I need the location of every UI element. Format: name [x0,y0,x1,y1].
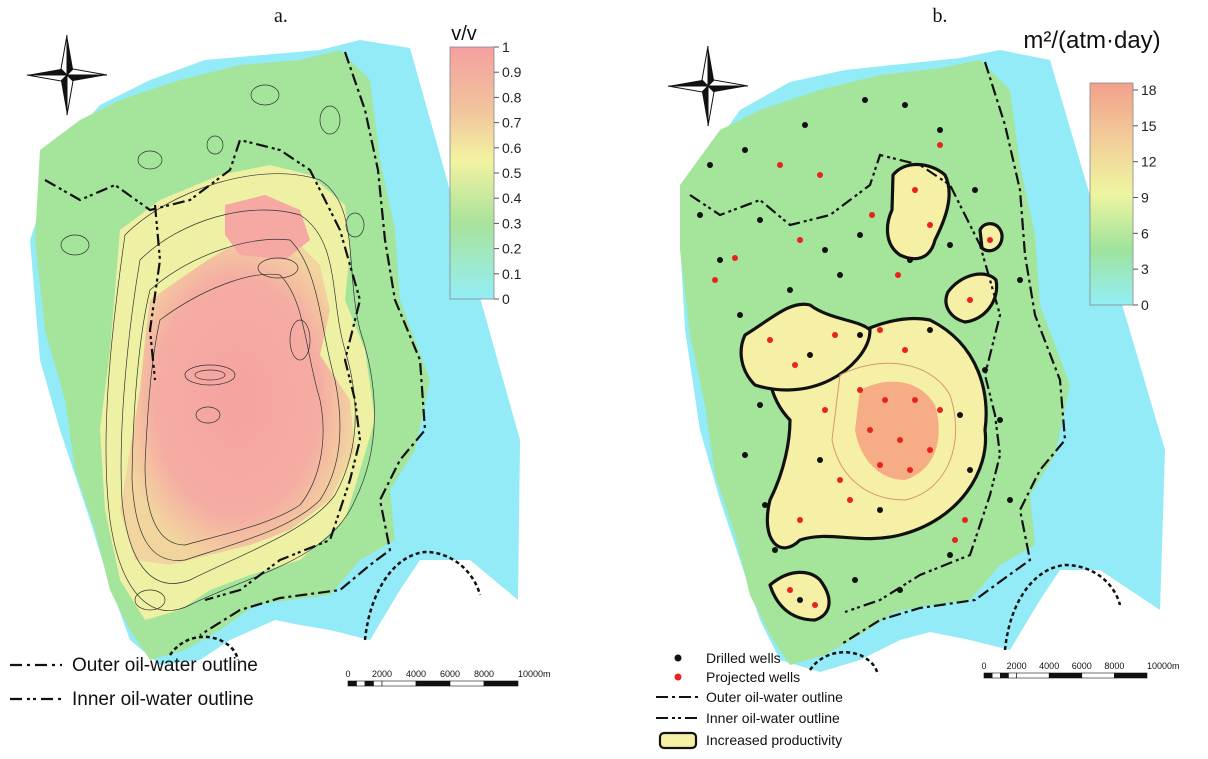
colorbar-a-tick-label: 0.4 [502,190,522,206]
inner-outline-a-west [148,204,162,381]
colorbar-b-tick-label: 0 [1141,297,1149,313]
legend-a-inner: Inner oil-water outline [10,689,254,710]
scale-bar-b-label: 6000 [1072,661,1092,671]
colorbar-b-tick-label: 9 [1141,190,1149,206]
scale-bar-a-label: 8000 [474,669,494,679]
legend-a: Outer oil-water outline Inner oil-water … [10,655,258,710]
projected-well-marker [674,673,682,681]
scale-bar-b: 0 2000 4000 6000 8000 10000m [981,661,1180,679]
colorbar-a: v/v 1 0.9 0.8 0.7 0.6 0.5 0.4 0.3 0.2 0.1 0 [449,23,522,307]
panel-b-label: b. [933,5,948,27]
colorbar-a-tick-label: 0.2 [502,241,522,257]
legend-b-inner-label: Inner oil-water outline [706,710,840,726]
drilled-wells [697,97,1023,603]
legend-b-projected-label: Projected wells [706,669,800,685]
scale-bar-a: 0 2000 4000 6000 8000 10000m [345,669,551,687]
scale-bar-a-segment [373,680,383,687]
high-productivity-core [855,381,939,480]
colorbar-a-tick-label: 1 [502,39,510,55]
scale-bar-a-label: 2000 [372,669,392,679]
colorbar-a-tick-label: 0.8 [502,89,522,105]
scale-bar-a-segment [364,680,374,687]
colorbar-a-tick-label: 0.3 [502,215,522,231]
scale-bar-a-segment [449,680,485,687]
high-productivity-ring [831,362,957,501]
colorbar-a-tick-label: 0.1 [502,266,522,282]
scale-bar-b-label: 0 [981,661,986,671]
scale-bar-b-segment [983,672,993,679]
colorbar-a-unit: v/v [451,23,477,45]
scale-bar-a-segment [483,680,519,687]
outer-outline-a [199,51,427,636]
fault-hatch-icon [168,550,482,661]
colorbar-b-tick-label: 12 [1141,154,1157,170]
legend-b-productivity: Increased productivity [658,731,842,750]
colorbar-b: m²/(atm·day) 18 15 12 9 6 3 0 [1023,27,1160,313]
panel-a-label: a. [274,5,288,27]
legend-b-outer: Outer oil-water outline [656,689,843,705]
panel-a: a. [10,5,551,710]
scale-bar-a-segment [347,680,357,687]
scale-bar-b-label: 4000 [1039,661,1059,671]
legend-b-drilled: Drilled wells [674,650,781,666]
projected-wells [712,142,993,608]
fault-hatch-icon [808,563,1122,676]
scale-bar-b-segment [1048,672,1083,679]
scale-bar-b-segment [991,672,1001,679]
legend-a-outer-label: Outer oil-water outline [72,655,258,676]
legend-b-drilled-label: Drilled wells [706,650,781,666]
scale-bar-a-label: 10000m [518,669,551,679]
scale-bar-b-label: 2000 [1007,661,1027,671]
colorbar-b-tick-label: 6 [1141,225,1149,241]
legend-b: Drilled wells Projected wells Outer oil-… [656,650,843,750]
colorbar-a-tick-label: 0.9 [502,64,522,80]
colorbar-a-tick-label: 0.6 [502,140,522,156]
inner-outline-a [44,138,362,602]
outer-outline-b [839,61,1067,646]
scale-bar-b-segment [1081,672,1115,679]
legend-b-outer-label: Outer oil-water outline [706,689,843,705]
legend-b-inner: Inner oil-water outline [656,710,840,726]
legend-b-productivity-label: Increased productivity [706,732,842,748]
scale-bar-a-label: 0 [345,669,350,679]
drilled-well-marker [674,654,682,662]
inner-outline-b [689,153,1002,614]
legend-b-projected: Projected wells [674,669,800,685]
high-saturation-north [225,195,310,260]
scale-bar-b-segment [1008,672,1017,679]
scale-bar-a-label: 4000 [406,669,426,679]
colorbar-b-unit: m²/(atm·day) [1023,27,1160,54]
compass-rose-icon [667,45,749,127]
colorbar-a-tick-label: 0.5 [502,165,522,181]
colorbar-b-tick-label: 18 [1141,82,1157,98]
compass-rose-icon [26,34,108,116]
colorbar-b-tick-label: 15 [1141,118,1157,134]
scale-bar-b-segment [999,672,1009,679]
colorbar-b-tick-label: 3 [1141,261,1149,277]
panel-b: b. [656,5,1180,750]
scale-bar-b-label: 10000m [1147,661,1180,671]
scale-bar-b-segment [1016,672,1050,679]
contour-lines [60,84,375,611]
legend-a-outer: Outer oil-water outline [10,655,258,676]
legend-a-inner-label: Inner oil-water outline [72,689,254,710]
scale-bar-b-segment [1114,672,1148,679]
colorbar-a-tick-label: 0 [502,291,510,307]
scale-bar-a-segment [356,680,366,687]
scale-bar-a-label: 6000 [440,669,460,679]
colorbar-a-tick-label: 0.7 [502,115,522,131]
scale-bar-b-label: 8000 [1104,661,1124,671]
scale-bar-a-segment [415,680,451,687]
scale-bar-a-segment [381,680,417,687]
high-saturation-zone [120,230,355,565]
